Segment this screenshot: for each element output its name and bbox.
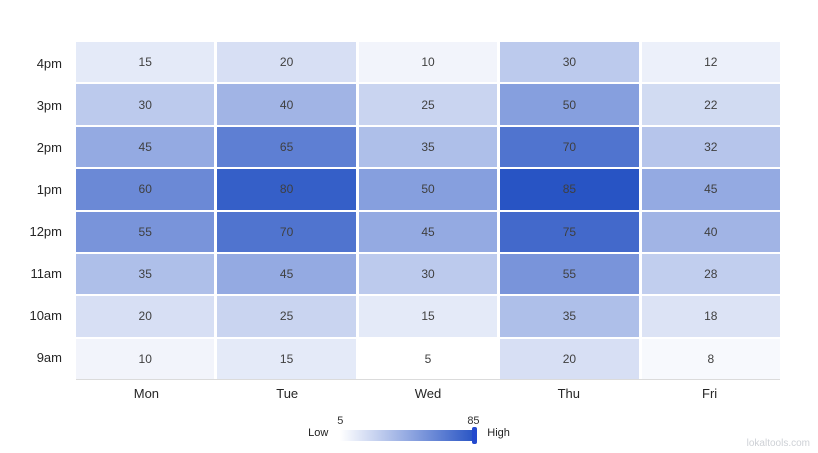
y-axis-label: 3pm: [36, 97, 62, 113]
heatmap-cell[interactable]: 85: [500, 169, 639, 210]
heatmap-cell[interactable]: 5: [358, 338, 498, 379]
heatmap-cell[interactable]: 55: [500, 253, 639, 295]
legend-max-value: 85: [467, 415, 480, 427]
y-axis-label: 12pm: [29, 224, 62, 240]
heatmap-cell[interactable]: 10: [358, 42, 498, 83]
heatmap-cell[interactable]: 8: [641, 338, 780, 379]
x-axis: Mon Tue Wed Thu Fri: [76, 385, 780, 402]
heatmap-cell[interactable]: 50: [358, 169, 498, 210]
legend: Low 5 85 High: [0, 415, 818, 444]
heatmap-cell[interactable]: 25: [358, 84, 498, 125]
y-axis-label: 4pm: [36, 55, 62, 71]
legend-values: 5 85: [337, 415, 479, 430]
heatmap-cell[interactable]: 35: [358, 126, 498, 168]
heatmap-cell[interactable]: 28: [641, 253, 780, 295]
heatmap-cell[interactable]: 30: [76, 84, 215, 125]
heatmap-cell[interactable]: 65: [217, 126, 356, 168]
heatmap-cell[interactable]: 40: [641, 211, 780, 252]
legend-high-label: High: [487, 427, 510, 439]
y-axis-label: 9am: [36, 350, 62, 366]
heatmap-cell[interactable]: 45: [641, 169, 780, 210]
legend-low-label: Low: [308, 427, 329, 439]
heatmap-cell[interactable]: 45: [358, 211, 498, 252]
heatmap-cell[interactable]: 35: [76, 253, 215, 295]
legend-scale: 5 85: [337, 415, 480, 444]
legend-gradient-bar: [340, 427, 478, 444]
y-axis-label: 2pm: [36, 139, 62, 155]
heatmap-cell[interactable]: 20: [76, 296, 215, 337]
heatmap-cell[interactable]: 18: [641, 296, 780, 337]
x-axis-label: Tue: [276, 386, 299, 401]
heatmap-cell[interactable]: 15: [358, 296, 498, 337]
x-axis-label: Mon: [133, 386, 160, 401]
y-axis-label: 1pm: [36, 181, 62, 197]
heatmap-cell[interactable]: 15: [76, 42, 215, 83]
heatmap-cell[interactable]: 30: [500, 42, 639, 83]
heatmap-cell[interactable]: 50: [500, 84, 639, 125]
x-axis-label: Wed: [414, 386, 442, 401]
heatmap-cell[interactable]: 45: [217, 253, 356, 295]
heatmap-cell[interactable]: 70: [500, 126, 639, 168]
heatmap-cell[interactable]: 30: [358, 253, 498, 295]
heatmap-cell[interactable]: 60: [76, 169, 215, 210]
heatmap-cell[interactable]: 25: [217, 296, 356, 337]
y-axis-label: 11am: [30, 266, 62, 282]
heatmap-cell[interactable]: 12: [641, 42, 780, 83]
heatmap-cell[interactable]: 75: [500, 211, 639, 252]
x-axis-label: Fri: [702, 386, 718, 401]
heatmap-cell[interactable]: 20: [500, 338, 639, 379]
x-axis-line: [76, 379, 780, 380]
heatmap-cell[interactable]: 22: [641, 84, 780, 125]
legend-min-value: 5: [337, 415, 344, 427]
y-axis: 4pm 3pm 2pm 1pm 12pm 11am 10am 9am: [0, 42, 69, 379]
legend-marker: [472, 427, 478, 444]
heatmap-cell[interactable]: 45: [76, 126, 215, 168]
heatmap-grid: 15 20 10 30 12 30 40 25 50 22 45 65 35 70 32 60 80 50 85 45…: [76, 42, 780, 379]
heatmap-cell[interactable]: 55: [76, 211, 215, 252]
watermark: lokaltools.com: [746, 438, 810, 449]
heatmap-cell[interactable]: 80: [217, 169, 356, 210]
heatmap-cell[interactable]: 40: [217, 84, 356, 125]
heatmap-cell[interactable]: 15: [217, 338, 356, 379]
heatmap-cell[interactable]: 35: [500, 296, 639, 337]
y-axis-label: 10am: [29, 308, 62, 324]
heatmap-cell[interactable]: 32: [641, 126, 780, 168]
x-axis-label: Thu: [557, 386, 580, 401]
heatmap-cell[interactable]: 20: [217, 42, 356, 83]
heatmap-cell[interactable]: 70: [217, 211, 356, 252]
heatmap-cell[interactable]: 10: [76, 338, 215, 379]
